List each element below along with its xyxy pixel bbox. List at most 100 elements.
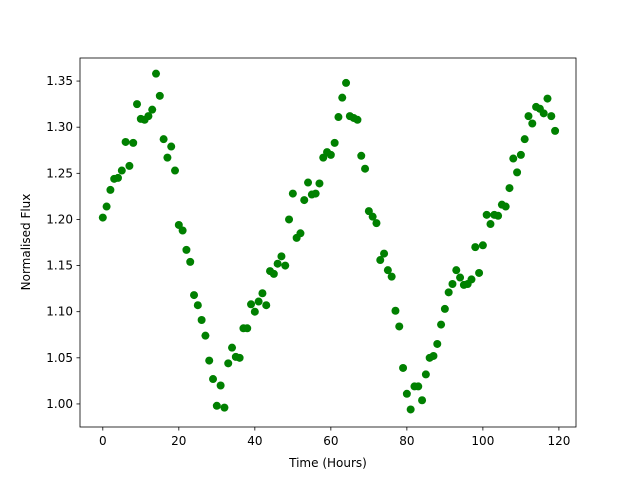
data-point [418,396,427,405]
data-point [402,389,411,398]
data-point [125,161,134,170]
data-point [516,150,525,159]
data-point [247,300,256,309]
y-axis-label: Normalised Flux [19,194,33,291]
data-point [520,135,529,144]
data-point [273,259,282,268]
data-point [372,219,381,228]
y-tick-label: 1.35 [46,74,73,88]
data-point [357,151,366,160]
data-point [193,301,202,310]
x-tick-label: 100 [471,434,494,448]
x-tick-label: 80 [399,434,414,448]
data-point [387,272,396,281]
axes-frame [79,57,577,428]
data-point [262,301,271,310]
data-point [543,94,552,103]
data-point [524,112,533,121]
data-point [152,69,161,78]
data-point [342,78,351,87]
data-point [338,93,347,102]
data-point [144,112,153,121]
data-point [117,166,126,175]
data-point [452,266,461,275]
y-tick-label: 1.00 [46,397,73,411]
data-point [326,150,335,159]
data-point [288,189,297,198]
data-point [106,185,115,194]
data-point [220,403,229,412]
data-point [311,189,320,198]
data-point [433,339,442,348]
data-point [391,306,400,315]
data-point [421,370,430,379]
data-point [528,119,537,128]
data-point [448,280,457,289]
x-tick-label: 120 [547,434,570,448]
data-point [235,353,244,362]
x-tick-label: 60 [323,434,338,448]
data-point [330,138,339,147]
data-point [513,168,522,177]
data-point [334,113,343,122]
data-point [376,256,385,265]
data-point [444,288,453,297]
data-point [163,153,172,162]
data-point [482,210,491,219]
y-tick-label: 1.15 [46,259,73,273]
data-point [98,213,107,222]
data-point [399,363,408,372]
data-point [224,359,233,368]
data-point [361,164,370,173]
data-point [440,304,449,313]
data-point [501,202,510,211]
y-tick-label: 1.05 [46,351,73,365]
data-point [285,215,294,224]
data-point [121,137,130,146]
data-point [414,382,423,391]
data-point [114,173,123,182]
data-point [467,275,476,284]
data-point [406,405,415,414]
data-point [509,154,518,163]
y-tick-label: 1.25 [46,166,73,180]
data-point [395,322,404,331]
data-point [277,252,286,261]
data-point [216,381,225,390]
data-point [205,356,214,365]
data-point [209,375,218,384]
data-point [167,142,176,151]
data-point [539,109,548,118]
y-tick-label: 1.30 [46,120,73,134]
data-point [171,166,180,175]
data-point [315,179,324,188]
x-tick-label: 40 [247,434,262,448]
data-point [353,115,362,124]
data-point [486,220,495,229]
data-point [368,212,377,221]
data-point [478,241,487,250]
data-point [159,135,168,144]
data-point [155,91,164,100]
data-point [380,249,389,258]
data-point [133,100,142,109]
data-point [494,211,503,220]
data-point [437,320,446,329]
data-point [212,401,221,410]
data-point [551,126,560,135]
data-point [201,331,210,340]
data-point [243,324,252,333]
data-point [505,184,514,193]
data-point [197,315,206,324]
data-point [186,257,195,266]
data-point [228,343,237,352]
y-tick-label: 1.10 [46,305,73,319]
data-point [475,268,484,277]
data-point [148,105,157,114]
data-point [281,261,290,270]
data-point [190,291,199,300]
data-point [178,226,187,235]
data-point [429,351,438,360]
data-point [254,297,263,306]
